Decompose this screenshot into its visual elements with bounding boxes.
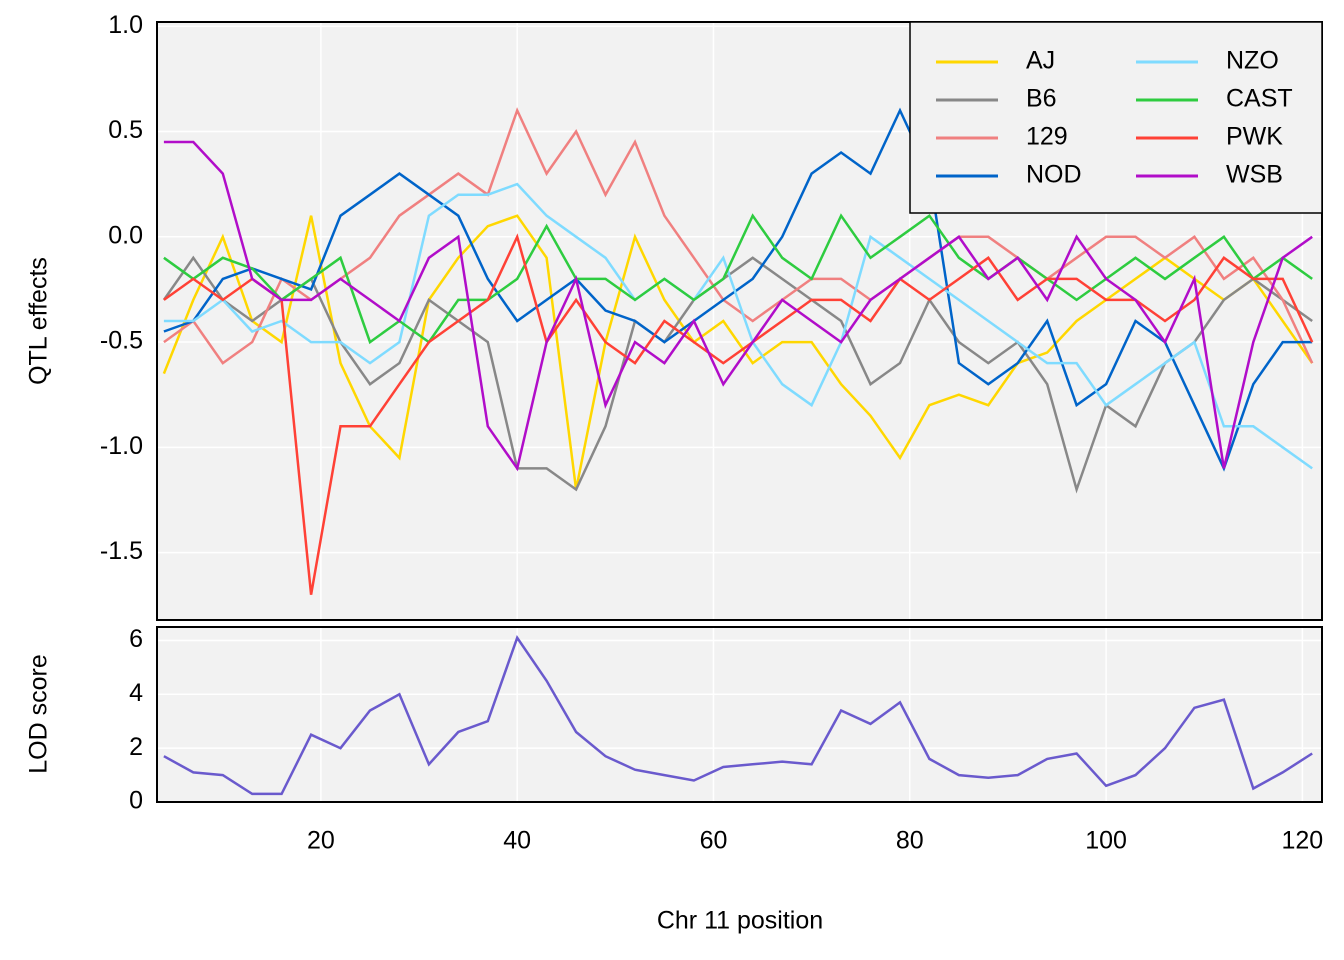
series-line xyxy=(163,107,1314,365)
series-line xyxy=(163,140,1313,472)
y-tick-label: 0.0 xyxy=(108,221,143,249)
lod-line xyxy=(163,635,1313,796)
y-tick-label: 0 xyxy=(129,787,143,815)
series-line xyxy=(163,182,1313,470)
y-tick-label: 4 xyxy=(129,679,143,707)
y-tick-label: -0.5 xyxy=(100,327,143,355)
plot-border xyxy=(156,21,1323,621)
y-axis-label: LOD score xyxy=(25,654,53,773)
legend-label: AJ xyxy=(1026,47,1055,75)
x-tick-label: 60 xyxy=(700,827,728,855)
legend-label: NOD xyxy=(1026,161,1082,189)
y-tick-label: 1.0 xyxy=(108,11,143,39)
x-tick-label: 20 xyxy=(307,827,335,855)
plot-border xyxy=(156,626,1323,803)
x-tick-label: 120 xyxy=(1282,827,1324,855)
legend-label: NZO xyxy=(1226,47,1279,75)
series-line xyxy=(162,255,1313,494)
plot-background xyxy=(157,627,1322,802)
y-tick-label: 6 xyxy=(129,625,143,653)
x-tick-label: 40 xyxy=(503,827,531,855)
legend-label: B6 xyxy=(1026,85,1057,113)
legend-label: WSB xyxy=(1226,161,1283,189)
legend-label: CAST xyxy=(1226,85,1293,113)
legend-label: PWK xyxy=(1226,123,1283,151)
legend-box xyxy=(909,21,1323,214)
series-line xyxy=(163,213,1313,345)
x-axis-label: Chr 11 position xyxy=(657,907,823,935)
y-tick-label: -1.5 xyxy=(100,537,143,565)
y-axis-label: QTL effects xyxy=(25,257,53,385)
y-tick-label: -1.0 xyxy=(100,432,143,460)
x-tick-label: 80 xyxy=(896,827,924,855)
series-line xyxy=(163,233,1314,595)
y-tick-label: 2 xyxy=(129,733,143,761)
legend-label: 129 xyxy=(1026,123,1068,151)
x-tick-label: 100 xyxy=(1085,827,1127,855)
y-tick-label: 0.5 xyxy=(108,116,143,144)
series-line xyxy=(163,107,1313,472)
